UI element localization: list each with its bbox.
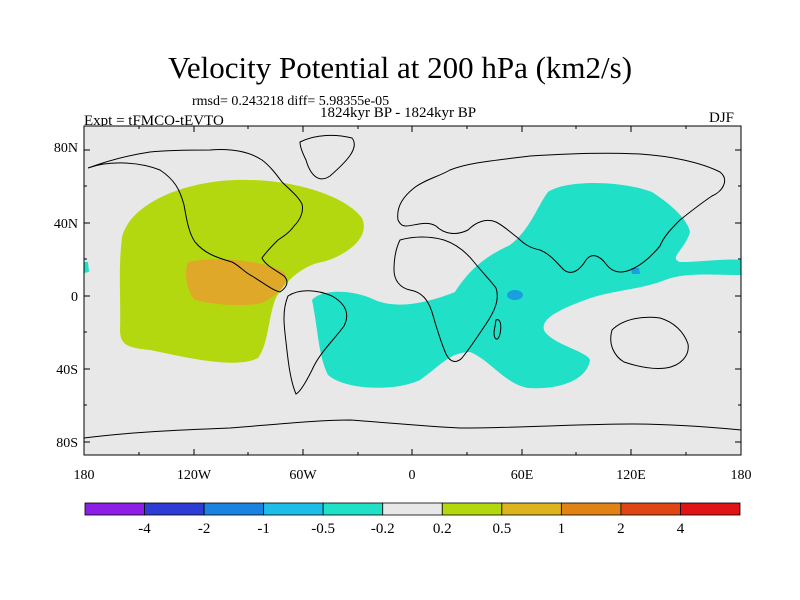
colorbar-box [680,502,741,516]
colorbar-label: 0.5 [492,521,511,537]
colorbar-box [441,502,503,516]
colorbar-box [84,502,145,516]
eurasia-coast [397,152,725,273]
colorbar-box [620,502,681,516]
contour-fills [84,179,741,389]
north-america-coast [87,149,303,293]
colorbar-label: 2 [617,521,625,537]
positive-core [186,259,286,306]
africa-coast [393,236,498,362]
antarctica-coast [84,419,741,439]
colorbar-box [263,502,324,516]
colorbar-label: -4 [138,521,151,537]
lon-tick-label: 0 [409,468,416,483]
period-text: 1824kyr BP - 1824kyr BP [320,105,477,121]
lat-tick-label: 80S [56,436,78,451]
colorbar-label: 0.2 [433,521,452,537]
lon-tick-label: 60W [289,468,317,483]
colorbar [84,502,741,516]
lon-tick-label: 120W [177,468,212,483]
lon-labels: 180 120W 60W 0 60E 120E 180 [74,468,752,483]
madagascar-coast [493,319,502,340]
australia-coast [610,316,689,369]
lat-tick-label: 40N [54,217,78,232]
colorbar-box [382,502,443,516]
lon-tick-label: 180 [731,468,752,483]
experiment-label: Expt = tFMCO-tEVTO [84,113,224,129]
colorbar-label: -0.2 [371,521,395,537]
colorbar-box [144,502,205,516]
season-label: DJF [709,110,735,126]
coastlines [84,134,741,439]
plot-title: Velocity Potential at 200 hPa (km2/s) [167,50,633,85]
colorbar-box [203,502,265,516]
negative-edge-patch [84,262,89,273]
lon-tick-label: 60E [511,468,534,483]
colorbar-box [560,502,622,516]
axis-ticks [83,126,742,455]
lat-tick-label: 40S [56,363,78,378]
colorbar-box [501,502,562,516]
lat-labels: 80N 40N 0 40S 80S [54,141,78,451]
colorbar-label: 4 [677,521,685,537]
colorbar-labels: -4 -2 -1 -0.5 -0.2 0.2 0.5 1 2 4 [138,521,684,537]
south-america-coast [283,290,348,395]
lat-tick-label: 80N [54,141,78,156]
negative-core-africa [507,290,523,300]
greenland-coast [299,134,355,180]
colorbar-label: -1 [257,521,270,537]
lat-tick-label: 0 [71,290,78,305]
colorbar-label: 1 [558,521,566,537]
negative-region-eastern [312,183,741,389]
negative-core-pacific [631,268,640,274]
colorbar-label: -0.5 [311,521,335,537]
lon-tick-label: 120E [616,468,646,483]
lon-tick-label: 180 [74,468,95,483]
colorbar-box [322,502,384,516]
stats-text: rmsd= 0.243218 diff= 5.98355e-05 [192,94,390,109]
colorbar-label: -2 [198,521,211,537]
